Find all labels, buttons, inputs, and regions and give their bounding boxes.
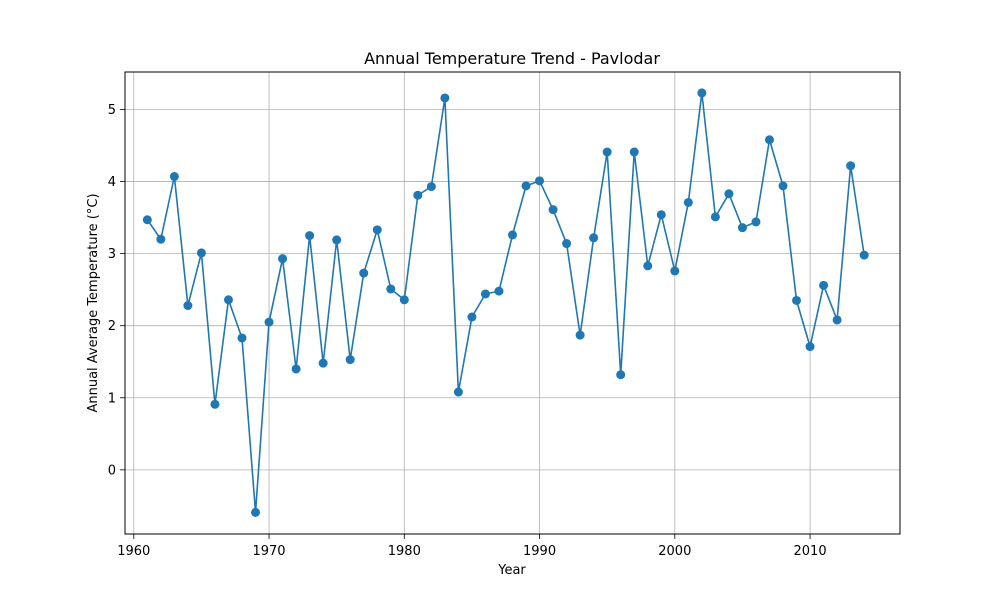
data-point: [562, 239, 572, 249]
data-point: [440, 93, 450, 103]
data-point: [805, 342, 815, 352]
data-point: [778, 181, 788, 191]
data-point: [237, 333, 247, 343]
data-point: [710, 212, 720, 222]
data-point: [724, 189, 734, 199]
data-point: [372, 225, 382, 235]
data-point: [575, 330, 585, 340]
grid: [125, 72, 900, 534]
data-point: [399, 295, 409, 305]
x-tick-label: 1980: [388, 544, 421, 559]
data-point: [359, 268, 369, 278]
data-point: [278, 254, 288, 264]
data-point: [764, 135, 774, 145]
data-point: [183, 301, 193, 311]
series-line: [146, 92, 865, 514]
series-line-group: [146, 92, 865, 514]
data-point: [251, 507, 261, 517]
data-point: [169, 172, 179, 182]
data-point: [318, 358, 328, 368]
data-point: [656, 210, 666, 220]
data-point: [210, 399, 220, 409]
y-tick-label: 3: [108, 247, 116, 262]
x-tick-label: 1990: [523, 544, 556, 559]
y-axis-label: Annual Average Temperature (°C): [86, 193, 101, 412]
x-tick-label: 1970: [252, 544, 285, 559]
data-point: [697, 88, 707, 98]
data-point: [643, 261, 653, 271]
data-point: [616, 370, 626, 380]
data-point: [832, 315, 842, 325]
data-point: [196, 248, 206, 258]
data-point: [413, 190, 423, 200]
data-point: [819, 280, 829, 290]
y-tick-label: 2: [108, 319, 116, 334]
chart-title: Annual Temperature Trend - Pavlodar: [364, 49, 660, 68]
x-axis-ticks: 1960 1970 1980 1990 2000 2010: [117, 534, 827, 559]
data-point: [264, 317, 274, 327]
data-point: [332, 235, 342, 245]
data-point: [846, 161, 856, 171]
y-axis-ticks: 0 1 2 3 4 5: [108, 103, 125, 478]
x-tick-label: 2000: [658, 544, 691, 559]
data-point: [142, 215, 152, 225]
plot-frame: [124, 71, 901, 535]
data-point: [508, 230, 517, 240]
data-point: [480, 289, 490, 299]
y-tick-label: 5: [108, 103, 116, 118]
data-point: [467, 312, 477, 322]
data-point: [792, 295, 802, 305]
data-point: [535, 176, 545, 186]
data-point: [548, 205, 558, 215]
data-point: [602, 147, 612, 157]
data-point: [223, 295, 233, 305]
data-point: [589, 233, 599, 243]
data-point: [751, 217, 761, 227]
data-point: [156, 234, 166, 244]
x-axis-label: Year: [497, 563, 526, 578]
data-point: [670, 266, 680, 276]
y-tick-label: 1: [108, 391, 116, 406]
data-point: [494, 286, 504, 296]
data-point: [521, 181, 531, 191]
data-point: [291, 364, 301, 374]
data-points: [142, 88, 869, 517]
x-tick-label: 2010: [794, 544, 827, 559]
data-point: [426, 182, 436, 192]
data-point: [453, 387, 463, 397]
data-point: [737, 223, 747, 233]
data-point: [683, 197, 693, 207]
y-tick-label: 0: [108, 463, 116, 478]
data-point: [629, 147, 639, 157]
data-point: [305, 231, 315, 241]
data-point: [859, 250, 869, 260]
y-tick-label: 4: [108, 175, 116, 190]
x-tick-label: 1960: [117, 544, 150, 559]
data-point: [386, 284, 396, 294]
data-point: [345, 355, 355, 365]
